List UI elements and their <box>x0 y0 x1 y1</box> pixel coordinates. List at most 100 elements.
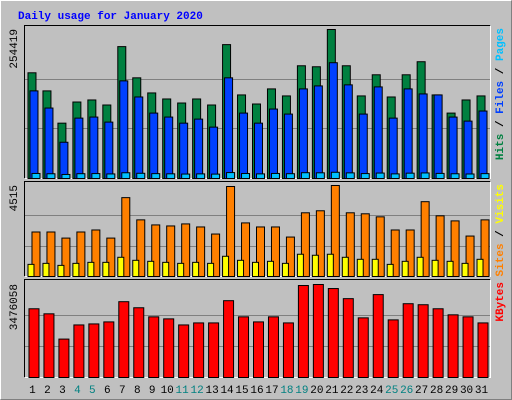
legend: Hits / Files / Pages <box>495 28 507 160</box>
bar <box>73 324 85 379</box>
bar <box>283 113 293 179</box>
bar <box>416 256 424 277</box>
bar <box>207 262 215 278</box>
bar <box>328 62 338 179</box>
bar <box>315 172 325 180</box>
bar <box>252 261 259 278</box>
bar <box>136 172 146 180</box>
bar <box>238 316 250 379</box>
bar <box>178 324 190 379</box>
bar <box>433 94 443 179</box>
bar <box>136 219 146 277</box>
bar <box>462 316 474 379</box>
x-tick-label: 15 <box>235 385 248 397</box>
bar <box>237 259 245 277</box>
bar <box>435 172 445 179</box>
bar <box>147 260 155 277</box>
bar <box>341 256 349 277</box>
bar <box>193 322 205 378</box>
x-tick-label: 31 <box>475 385 489 397</box>
x-tick-label: 4 <box>74 385 81 397</box>
bar <box>403 88 413 179</box>
x-tick-label: 16 <box>250 385 263 397</box>
bar <box>209 126 219 179</box>
bar <box>298 88 308 179</box>
bar <box>375 172 385 179</box>
bar <box>61 173 71 180</box>
legend-separator: / <box>495 114 507 134</box>
bar <box>390 229 400 278</box>
bar <box>44 107 54 179</box>
bar <box>296 253 304 278</box>
bar <box>254 122 263 179</box>
bar <box>27 263 35 278</box>
bar <box>311 254 319 278</box>
bar <box>357 317 369 378</box>
bar <box>326 253 334 278</box>
plot-border-dark <box>24 25 491 179</box>
x-tick-label: 9 <box>149 385 156 397</box>
bar <box>58 338 70 378</box>
bar <box>418 93 428 179</box>
x-tick-label: 21 <box>325 385 339 397</box>
bar <box>179 122 189 179</box>
bar <box>446 260 454 277</box>
bar <box>119 80 129 179</box>
bar <box>450 220 460 277</box>
legend-entry: Files <box>495 81 507 114</box>
legend-separator: / <box>495 224 507 244</box>
bar <box>285 236 295 278</box>
x-tick-label: 18 <box>280 385 293 397</box>
bar <box>330 171 340 179</box>
x-tick-label: 1 <box>29 385 36 397</box>
bar <box>103 321 115 378</box>
x-tick-label: 30 <box>460 385 473 397</box>
bar <box>256 226 265 277</box>
bar <box>226 172 236 180</box>
bar <box>435 215 445 277</box>
bar <box>313 85 323 179</box>
bar <box>192 261 200 278</box>
bar <box>162 261 170 278</box>
y-tick-label: 3476058 <box>9 284 21 330</box>
x-tick-label: 19 <box>295 385 308 397</box>
bar <box>149 112 159 179</box>
bar <box>151 224 161 277</box>
bar <box>401 260 409 277</box>
x-tick-label: 8 <box>134 385 141 397</box>
legend-separator: / <box>495 61 507 81</box>
bar <box>253 321 264 378</box>
bar <box>387 319 399 378</box>
bar <box>450 173 460 180</box>
bar <box>177 262 185 278</box>
x-tick-label: 17 <box>265 385 278 397</box>
bar <box>88 323 100 378</box>
bar <box>133 307 145 378</box>
bar <box>420 201 430 277</box>
x-tick-label: 27 <box>415 385 428 397</box>
bar <box>405 172 415 180</box>
bar <box>118 301 130 379</box>
plot-border-dark <box>24 279 491 378</box>
bar <box>268 108 278 179</box>
bar <box>312 284 324 378</box>
bar <box>360 173 370 179</box>
bar <box>76 231 86 278</box>
bar <box>402 303 414 379</box>
bar <box>181 173 191 179</box>
bar <box>345 212 355 277</box>
bar <box>432 308 444 378</box>
bar <box>151 173 161 179</box>
x-tick-label: 12 <box>191 385 204 397</box>
bar <box>372 294 384 378</box>
bar <box>478 110 488 179</box>
bar <box>327 288 339 379</box>
bar <box>300 172 310 180</box>
bar <box>356 258 364 277</box>
bar <box>270 226 280 277</box>
bar <box>480 173 490 179</box>
bar <box>330 185 340 277</box>
bar <box>181 223 191 277</box>
